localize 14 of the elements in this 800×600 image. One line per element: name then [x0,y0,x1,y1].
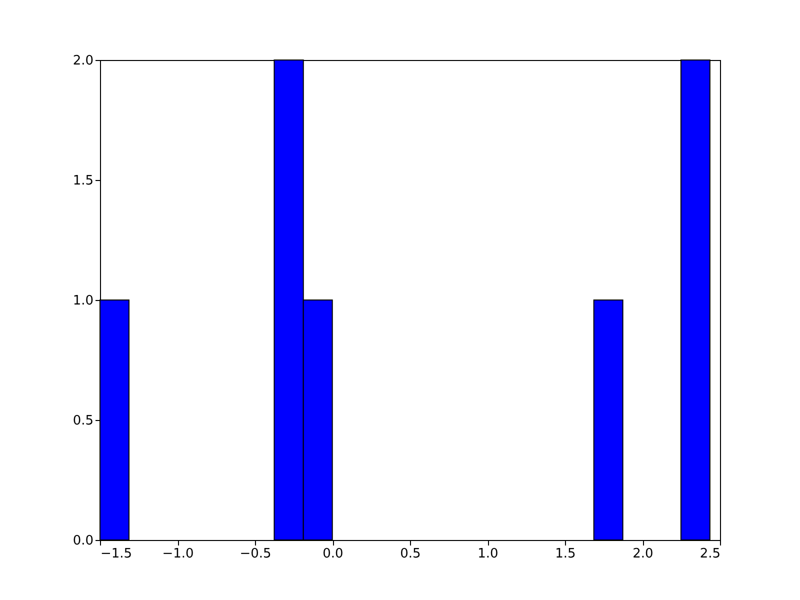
y-tick-label: 1.0 [72,294,94,308]
x-tick-label: 1.0 [478,546,498,562]
y-tick-label: 2.0 [72,54,94,68]
x-tick-label: 0.0 [322,546,344,562]
x-tick-label: 2.0 [632,546,654,562]
x-tick-label: 2.5 [700,546,720,562]
x-tick-label: −1.0 [162,546,194,562]
y-tick-label: 1.5 [72,174,94,188]
x-tick-label: 0.5 [400,546,421,562]
x-tick-label: 1.5 [555,546,576,562]
y-tick-label: 0.5 [72,414,94,428]
x-tick-label: −1.5 [100,546,132,562]
x-tick-label: −0.5 [240,546,272,562]
y-tick-label: 0.0 [72,534,94,548]
